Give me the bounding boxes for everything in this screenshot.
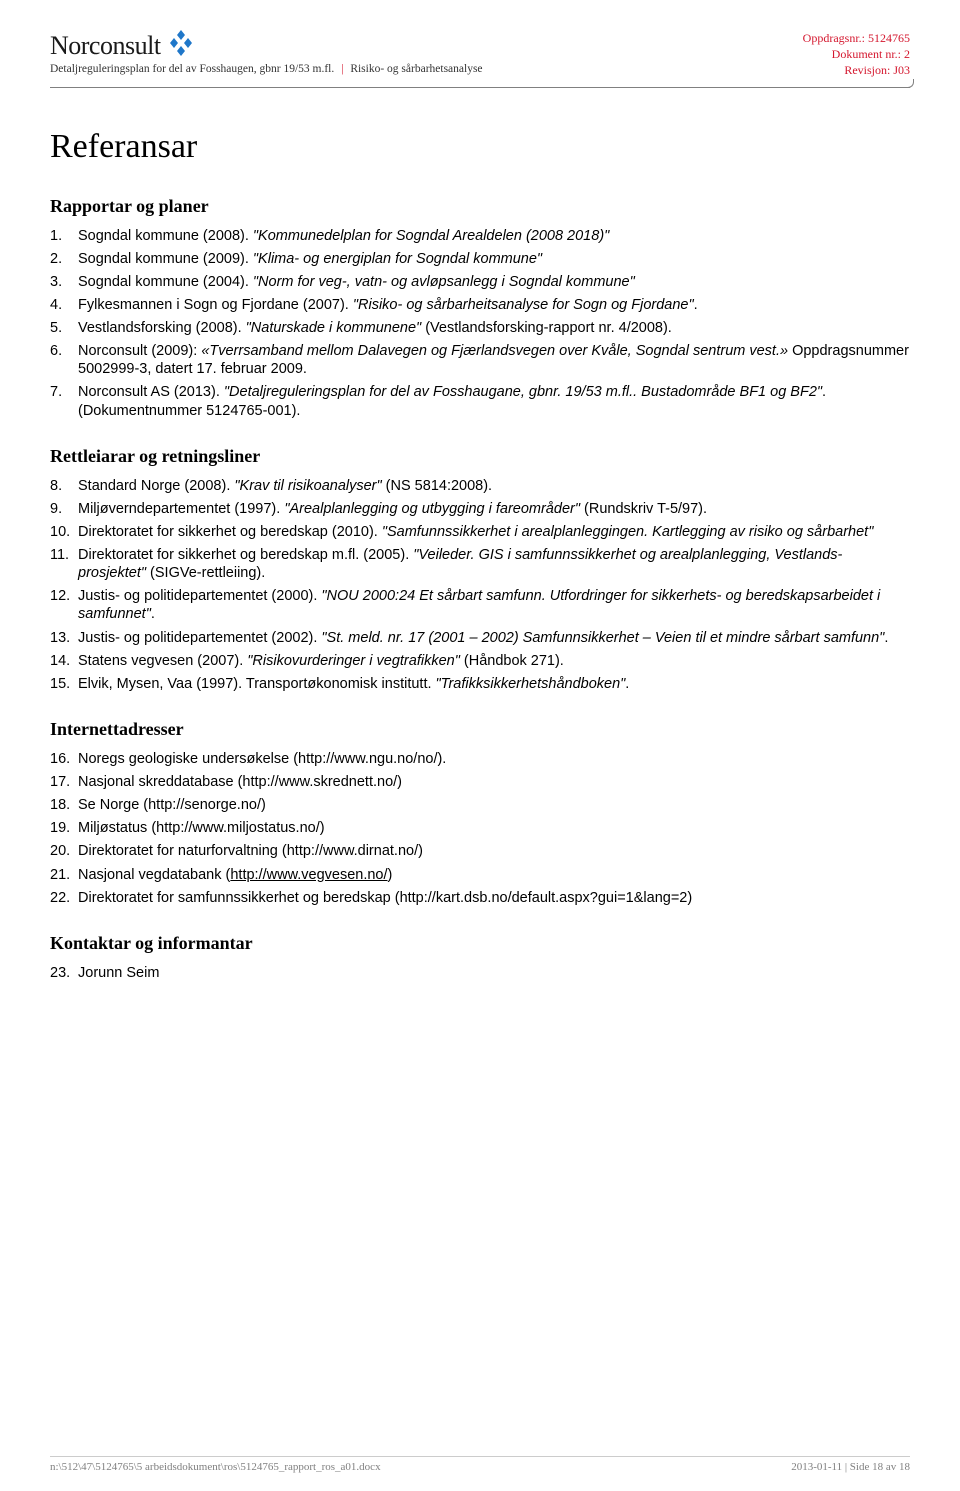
header-meta: Oppdragsnr.: 5124765 Dokument nr.: 2 Rev… [803,30,910,79]
header-left: Norconsult Detaljreguleringsplan for del… [50,30,483,75]
header: Norconsult Detaljreguleringsplan for del… [50,30,910,88]
footer-page: 2013-01-11 | Side 18 av 18 [791,1461,910,1473]
section-heading-4: Kontaktar og informantar [50,933,910,954]
list-item: 17.Nasjonal skreddatabase (http://www.sk… [50,773,910,791]
list-item: 16.Noregs geologiske undersøkelse (http:… [50,750,910,768]
list-item: 12.Justis- og politidepartementet (2000)… [50,587,910,623]
logo: Norconsult [50,30,483,61]
list-item: 21.Nasjonal vegdatabank (http://www.vegv… [50,866,910,884]
section-heading-2: Rettleiarar og retningsliner [50,446,910,467]
list-item: 7.Norconsult AS (2013). "Detaljregulerin… [50,383,910,419]
subheader: Detaljreguleringsplan for del av Fosshau… [50,63,483,75]
list-internett: 16.Noregs geologiske undersøkelse (http:… [50,750,910,907]
list-item: 15.Elvik, Mysen, Vaa (1997). Transportøk… [50,675,910,693]
list-item: 20.Direktoratet for naturforvaltning (ht… [50,842,910,860]
list-item: 2.Sogndal kommune (2009). "Klima- og ene… [50,250,910,268]
list-item: 10.Direktoratet for sikkerhet og beredsk… [50,523,910,541]
list-item: 3.Sogndal kommune (2004). "Norm for veg-… [50,273,910,291]
meta-revisjon: Revisjon: J03 [803,62,910,78]
footer: n:\512\47\5124765\5 arbeidsdokument\ros\… [50,1456,910,1473]
list-item: 9.Miljøverndepartementet (1997). "Arealp… [50,500,910,518]
list-item: 18.Se Norge (http://senorge.no/) [50,796,910,814]
list-item: 6.Norconsult (2009): «Tverrsamband mello… [50,342,910,378]
subheader-left: Detaljreguleringsplan for del av Fosshau… [50,63,334,75]
list-item: 13.Justis- og politidepartementet (2002)… [50,629,910,647]
footer-path: n:\512\47\5124765\5 arbeidsdokument\ros\… [50,1461,381,1473]
logo-text: Norconsult [50,31,161,61]
page-title: Referansar [50,128,910,166]
list-rettleiarar: 8.Standard Norge (2008). "Krav til risik… [50,477,910,693]
list-item: 4.Fylkesmannen i Sogn og Fjordane (2007)… [50,296,910,314]
subheader-sep: | [341,63,343,75]
list-item: 22.Direktoratet for samfunnssikkerhet og… [50,889,910,907]
list-rapportar: 1.Sogndal kommune (2008). "Kommunedelpla… [50,227,910,420]
list-kontaktar: 23.Jorunn Seim [50,964,910,982]
meta-oppdragsnr: Oppdragsnr.: 5124765 [803,30,910,46]
section-heading-3: Internettadresser [50,719,910,740]
logo-icon [167,30,195,61]
list-item: 11.Direktoratet for sikkerhet og beredsk… [50,546,910,582]
list-item: 5.Vestlandsforsking (2008). "Naturskade … [50,319,910,337]
subheader-right: Risiko- og sårbarhetsanalyse [350,63,482,75]
meta-dokumentnr: Dokument nr.: 2 [803,46,910,62]
section-heading-1: Rapportar og planer [50,196,910,217]
content: Referansar Rapportar og planer 1.Sogndal… [50,88,910,982]
list-item: 14.Statens vegvesen (2007). "Risikovurde… [50,652,910,670]
page: Norconsult Detaljreguleringsplan for del… [0,0,960,1491]
list-item: 19.Miljøstatus (http://www.miljostatus.n… [50,819,910,837]
list-item: 23.Jorunn Seim [50,964,910,982]
list-item: 8.Standard Norge (2008). "Krav til risik… [50,477,910,495]
list-item: 1.Sogndal kommune (2008). "Kommunedelpla… [50,227,910,245]
